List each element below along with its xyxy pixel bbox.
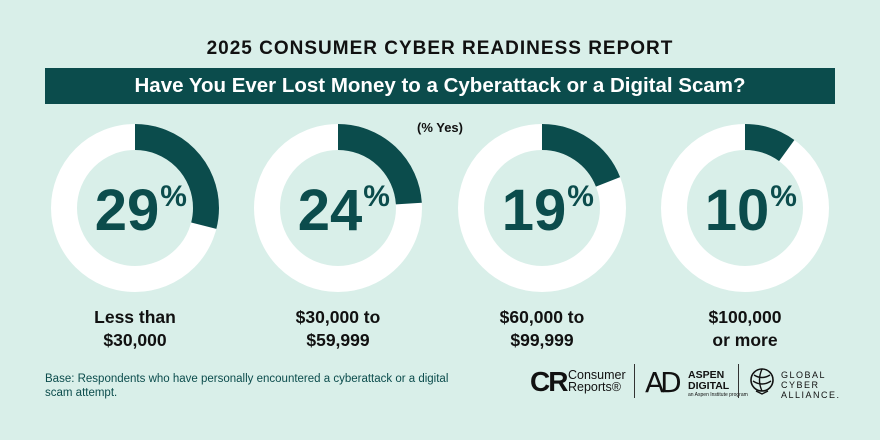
percent-sign: %: [363, 180, 390, 213]
percent-sign: %: [770, 180, 797, 213]
logo-divider: [738, 364, 739, 398]
donut-value-arc-1: [51, 124, 219, 292]
category-label-1: Less than $30,000: [94, 307, 176, 350]
percent-sign: %: [160, 180, 187, 213]
donut-value-arc-2: [254, 124, 422, 292]
base-note: Base: Respondents who have personally en…: [45, 373, 449, 399]
partner-logos: CR Consumer Reports® AD ASPEN DIGITAL an…: [530, 362, 840, 402]
category-label-3: $60,000 to $99,999: [499, 307, 585, 350]
donut-value-label-3: 19: [502, 178, 567, 243]
unit-note: (% Yes): [416, 120, 463, 135]
donut-value-arc-3: [458, 124, 626, 292]
global-cyber-alliance-logo: GLOBAL CYBER ALLIANCE.: [748, 362, 843, 402]
consumer-reports-logo: CR Consumer Reports®: [530, 366, 626, 397]
report-title: 2025 CONSUMER CYBER READINESS REPORT: [206, 38, 674, 59]
category-label-4: $100,000 or more: [708, 307, 782, 350]
globe-icon: [750, 368, 774, 395]
donut-value-label-1: 29: [95, 178, 160, 243]
donut-charts: 29% 24% 19% 10%: [51, 124, 829, 292]
logo-divider: [634, 364, 635, 398]
aspen-digital-logo: AD ASPEN DIGITAL an Aspen Institute prog…: [645, 366, 748, 399]
question-banner: Have You Ever Lost Money to a Cyberattac…: [45, 68, 835, 104]
category-label-2: $30,000 to $59,999: [295, 307, 381, 350]
percent-sign: %: [567, 180, 594, 213]
donut-value-label-2: 24: [298, 178, 363, 243]
donut-value-arc-4: [661, 124, 829, 292]
donut-value-label-4: 10: [705, 178, 770, 243]
